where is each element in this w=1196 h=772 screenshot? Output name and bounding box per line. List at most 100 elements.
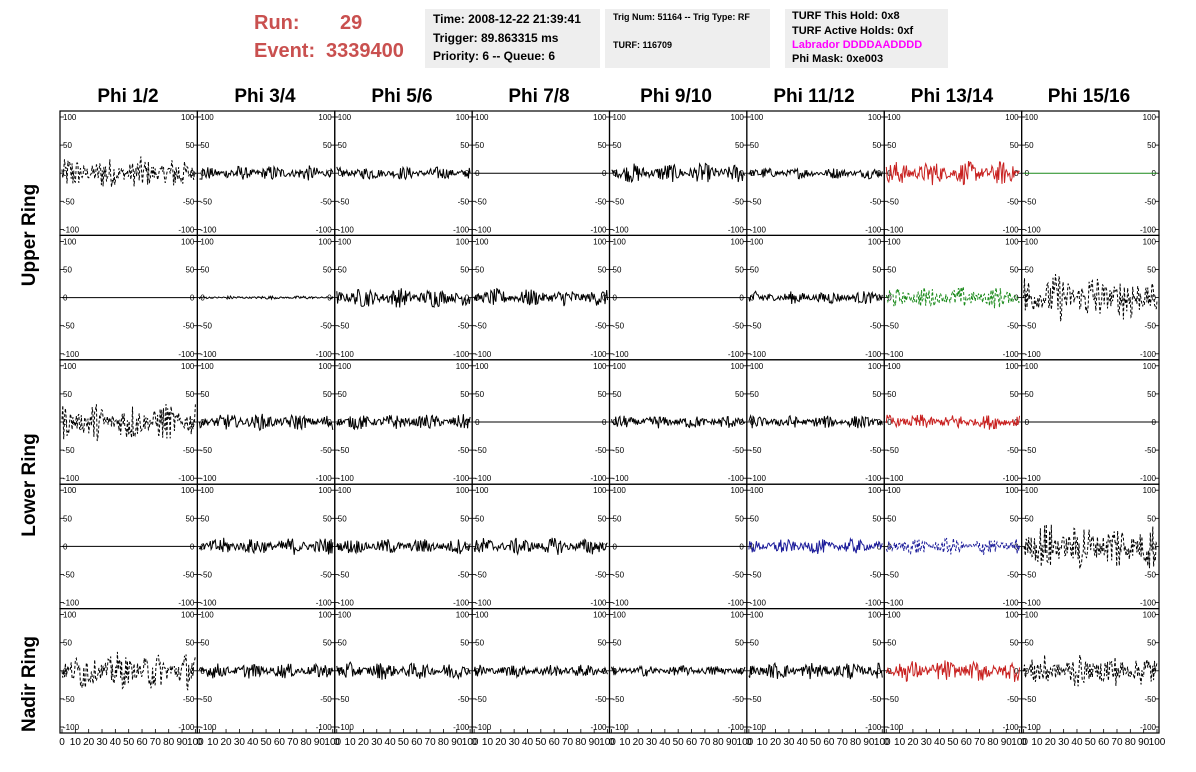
waveform-trace-r1-c2: [336, 288, 471, 308]
y-tick-label-right: 50: [872, 390, 881, 399]
y-tick-label-left: -50: [613, 197, 625, 206]
y-tick-label-right: 100: [456, 237, 470, 246]
x-tick-label: 20: [1045, 737, 1057, 748]
y-tick-label-left: -50: [887, 322, 899, 331]
y-tick-label-left: 50: [200, 266, 209, 275]
y-tick-label-left: 0: [63, 169, 68, 178]
y-tick-label-left: 50: [887, 514, 896, 523]
y-tick-label-left: -50: [200, 695, 212, 704]
y-tick-label-right: 50: [872, 514, 881, 523]
y-tick-label-right: 50: [323, 390, 332, 399]
y-tick-label-right: 100: [181, 611, 195, 620]
y-tick-label-right: -50: [732, 197, 744, 206]
y-tick-label-right: -100: [728, 350, 745, 359]
x-tick-label: 50: [535, 737, 547, 748]
y-tick-label-right: -100: [1003, 723, 1020, 732]
y-tick-label-left: 50: [750, 514, 759, 523]
phi-mask-text: Phi Mask: 0xe003: [792, 53, 884, 65]
y-tick-label-right: -100: [590, 350, 607, 359]
y-tick-label-left: 100: [887, 486, 901, 495]
y-tick-label-left: 100: [613, 237, 627, 246]
x-tick-label: 10: [1031, 737, 1043, 748]
y-tick-label-left: 100: [63, 486, 77, 495]
y-tick-label-left: -100: [200, 599, 217, 608]
y-tick-label-right: -50: [732, 695, 744, 704]
y-tick-label-right: 50: [735, 390, 744, 399]
y-tick-label-right: 0: [1152, 294, 1157, 303]
y-tick-label-left: 100: [200, 486, 214, 495]
y-tick-label-left: 50: [475, 141, 484, 150]
y-tick-label-right: -50: [1007, 322, 1019, 331]
y-tick-label-left: 100: [1025, 113, 1039, 122]
turf-info-box: [785, 9, 948, 68]
y-tick-label-left: 0: [1025, 294, 1030, 303]
x-tick-label: 50: [398, 737, 410, 748]
y-tick-label-right: -50: [320, 571, 332, 580]
y-tick-label-left: 50: [887, 141, 896, 150]
y-tick-label-right: -100: [728, 225, 745, 234]
y-tick-label-right: 0: [739, 169, 744, 178]
x-tick-label: 70: [699, 737, 711, 748]
y-tick-label-left: -100: [887, 225, 904, 234]
y-tick-label-left: -50: [475, 695, 487, 704]
y-tick-label-left: -100: [750, 599, 767, 608]
y-tick-label-left: -50: [1025, 695, 1037, 704]
waveform-trace-r4-c3: [473, 664, 608, 679]
y-tick-label-left: 100: [750, 486, 764, 495]
y-tick-label-right: 100: [318, 486, 332, 495]
y-tick-label-right: -50: [1144, 571, 1156, 580]
y-tick-label-right: 100: [731, 113, 745, 122]
x-tick-label: 80: [575, 737, 587, 748]
y-tick-label-right: 100: [593, 362, 607, 371]
y-tick-label-left: -50: [1025, 322, 1037, 331]
y-tick-label-right: 100: [1143, 237, 1157, 246]
y-tick-label-left: 0: [887, 418, 892, 427]
y-tick-label-left: 50: [63, 390, 72, 399]
x-tick-label: 30: [96, 737, 108, 748]
y-tick-label-right: 100: [868, 237, 882, 246]
waveform-trace-r4-c2: [336, 661, 471, 681]
waveform-trace-r4-c6: [885, 660, 1021, 682]
x-tick-label: 90: [314, 737, 326, 748]
y-tick-label-right: -100: [865, 350, 882, 359]
y-tick-label-left: 50: [613, 141, 622, 150]
y-tick-label-right: 100: [1143, 611, 1157, 620]
y-tick-label-right: -100: [865, 474, 882, 483]
y-tick-label-right: 50: [598, 266, 607, 275]
y-tick-label-left: 50: [475, 639, 484, 648]
y-tick-label-right: 100: [318, 611, 332, 620]
y-tick-label-left: 50: [200, 639, 209, 648]
waveform-trace-r2-c1: [198, 413, 334, 432]
x-tick-label: 0: [609, 737, 615, 748]
y-tick-label-left: 50: [63, 639, 72, 648]
y-tick-label-left: 100: [750, 113, 764, 122]
y-tick-label-right: 100: [593, 486, 607, 495]
turf-hold-text: TURF This Hold: 0x8: [792, 10, 900, 22]
trig-num-text: Trig Num: 51164 -- Trig Type: RF: [613, 12, 750, 22]
y-tick-label-left: -100: [63, 599, 80, 608]
y-tick-label-right: -50: [595, 571, 607, 580]
y-tick-label-right: -100: [178, 474, 195, 483]
y-tick-label-right: 50: [1010, 514, 1019, 523]
x-tick-label: 80: [1125, 737, 1137, 748]
y-tick-label-right: -100: [453, 599, 470, 608]
x-tick-label: 20: [83, 737, 95, 748]
x-tick-label: 70: [837, 737, 849, 748]
y-tick-label-left: 50: [887, 639, 896, 648]
y-tick-label-right: -50: [183, 571, 195, 580]
x-tick-label: 0: [883, 737, 889, 748]
y-tick-label-left: 0: [200, 542, 205, 551]
x-tick-label: 80: [987, 737, 999, 748]
y-tick-label-left: 50: [338, 514, 347, 523]
y-tick-label-left: 100: [63, 237, 77, 246]
y-tick-label-left: 50: [613, 266, 622, 275]
x-tick-label: 10: [207, 737, 219, 748]
y-tick-label-right: -100: [453, 723, 470, 732]
y-tick-label-left: 100: [338, 486, 352, 495]
y-tick-label-left: -50: [887, 446, 899, 455]
y-tick-label-right: -100: [728, 599, 745, 608]
column-title-phi-9-10: Phi 9/10: [640, 86, 712, 107]
y-tick-label-right: -100: [178, 225, 195, 234]
run-value: 29: [340, 12, 363, 34]
waveform-trace-r0-c0: [61, 156, 196, 188]
